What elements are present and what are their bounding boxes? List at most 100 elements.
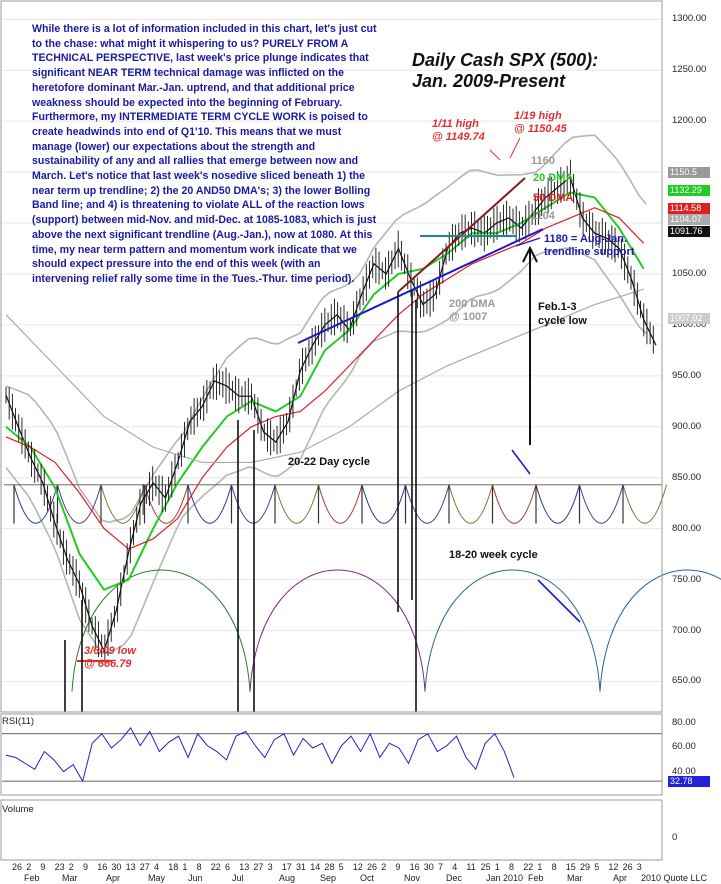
high-2-label: 1/19 high @ 1150.45 [514,110,567,135]
x-date-label: 5 [594,862,600,872]
rsi-tick-60: 60.00 [672,741,696,752]
rsi-label: RSI(11) [2,716,35,727]
price-tick-label: 1200.00 [672,115,707,127]
x-date-label: 13 [125,862,136,872]
x-month-label: Apr [613,873,628,883]
aug-jan-trendline [297,228,544,344]
x-date-label: 26 [367,862,378,872]
x-date-label: 27 [139,862,150,872]
price-tick-label: 700.00 [672,624,702,636]
x-date-label: 22 [523,862,534,872]
x-date-label: 31 [296,862,307,872]
lower-band [5,247,647,654]
rsi-current-tag: 32.78 [668,776,710,787]
high-1-label: 1/11 high @ 1149.74 [432,118,485,143]
x-month-label: Oct [360,873,375,883]
x-month-label: Aug [279,873,296,883]
price-tick-label: 900.00 [672,420,702,432]
x-date-label: 18 [168,862,179,872]
level-1160-label: 1160 [531,155,555,167]
cycle-arcs [4,484,721,692]
x-date-label: 29 [580,862,591,872]
x-date-label: 13 [239,862,250,872]
x-date-label: 16 [97,862,108,872]
rsi-line [5,726,515,783]
price-tick-label: 800.00 [672,522,702,534]
x-date-label: 7 [438,862,444,872]
price-tag: 1007.02 [668,312,710,324]
price-tick-label: 1000.00 [672,318,707,330]
rsi-tick-40: 40.00 [672,766,696,777]
x-date-label: 27 [253,862,264,872]
week-cycle-arc [599,569,721,692]
x-date-label: 26 [622,862,633,872]
x-month-label: Apr [106,873,121,883]
week-cycle-label: 18-20 week cycle [449,549,538,561]
x-date-label: 23 [54,862,65,872]
x-date-label: 30 [423,862,434,872]
x-date-label: 28 [324,862,335,872]
x-date-label: 25 [480,862,491,872]
bollinger-bands [5,134,647,654]
x-date-label: 6 [225,862,231,872]
week-cycle-arrow [537,579,581,623]
x-date-label: 8 [196,862,202,872]
series-line-20-dma [5,191,645,591]
week-cycle-arc [424,569,601,692]
week-cycle-arc [249,569,426,692]
day-cycle-arc [187,484,232,524]
price-tick-label: 950.00 [672,369,702,381]
x-month-label: Jun [188,873,203,883]
price-tick-label: 1300.00 [672,13,707,25]
x-month-label: Jan 2010 [486,873,524,883]
x-date-label: 30 [111,862,122,872]
x-date-label: 1 [182,862,188,872]
high-2-pointer [509,137,521,159]
price-tag: 1114.58 [668,203,710,215]
upper-band [5,134,647,524]
day-cycle-arc [448,484,493,524]
x-date-label: 3 [267,862,273,872]
annotation-marks [64,137,581,712]
day-cycle-arc [579,484,624,524]
x-date-label: 22 [210,862,221,872]
dma50-label: 50 DMA [533,192,574,204]
x-month-label: Sep [320,873,337,883]
x-date-label: 2 [381,862,387,872]
price-tag: 1091.76 [668,226,710,238]
day-cycle-arc [492,484,537,524]
x-date-label: 5 [338,862,344,872]
day-cycle-arc [361,484,406,524]
x-date-label: 8 [551,862,557,872]
x-date-label: 12 [352,862,363,872]
x-month-label: Mar [567,873,583,883]
x-date-label: 9 [395,862,401,872]
rsi-tick-80: 80.00 [672,717,696,728]
day-cycle-label: 20-22 Day cycle [288,456,370,468]
high-1-pointer [489,149,501,161]
x-date-label: 12 [608,862,619,872]
low-label: 3/6/09 low @ 666.79 [84,645,136,670]
x-date-label: 16 [409,862,420,872]
price-tag: 1104.07 [668,213,710,225]
x-month-label: Feb [528,873,544,883]
x-month-label: Feb [24,873,40,883]
x-date-label: 1 [494,862,500,872]
level-1104-label: 1104 [531,210,555,222]
price-tick-label: 1250.00 [672,64,707,76]
dma200-label: 200 DMA @ 1007 [449,298,496,323]
x-date-label: 4 [154,862,160,872]
price-tag: 1132.29 [668,185,710,197]
day-cycle-arc [57,484,102,524]
x-month-label: Mar [62,873,78,883]
series-lines [5,159,657,663]
x-date-label: 26 [12,862,23,872]
x-date-label: 9 [40,862,46,872]
volume-label: Volume [2,804,34,815]
price-gridlines [2,18,662,682]
x-date-label: 15 [565,862,576,872]
x-date-label: 9 [83,862,89,872]
x-date-label: 17 [281,862,292,872]
chart-subtitle: Jan. 2009-Present [412,71,566,91]
cycle-low-arrowhead [522,245,538,263]
